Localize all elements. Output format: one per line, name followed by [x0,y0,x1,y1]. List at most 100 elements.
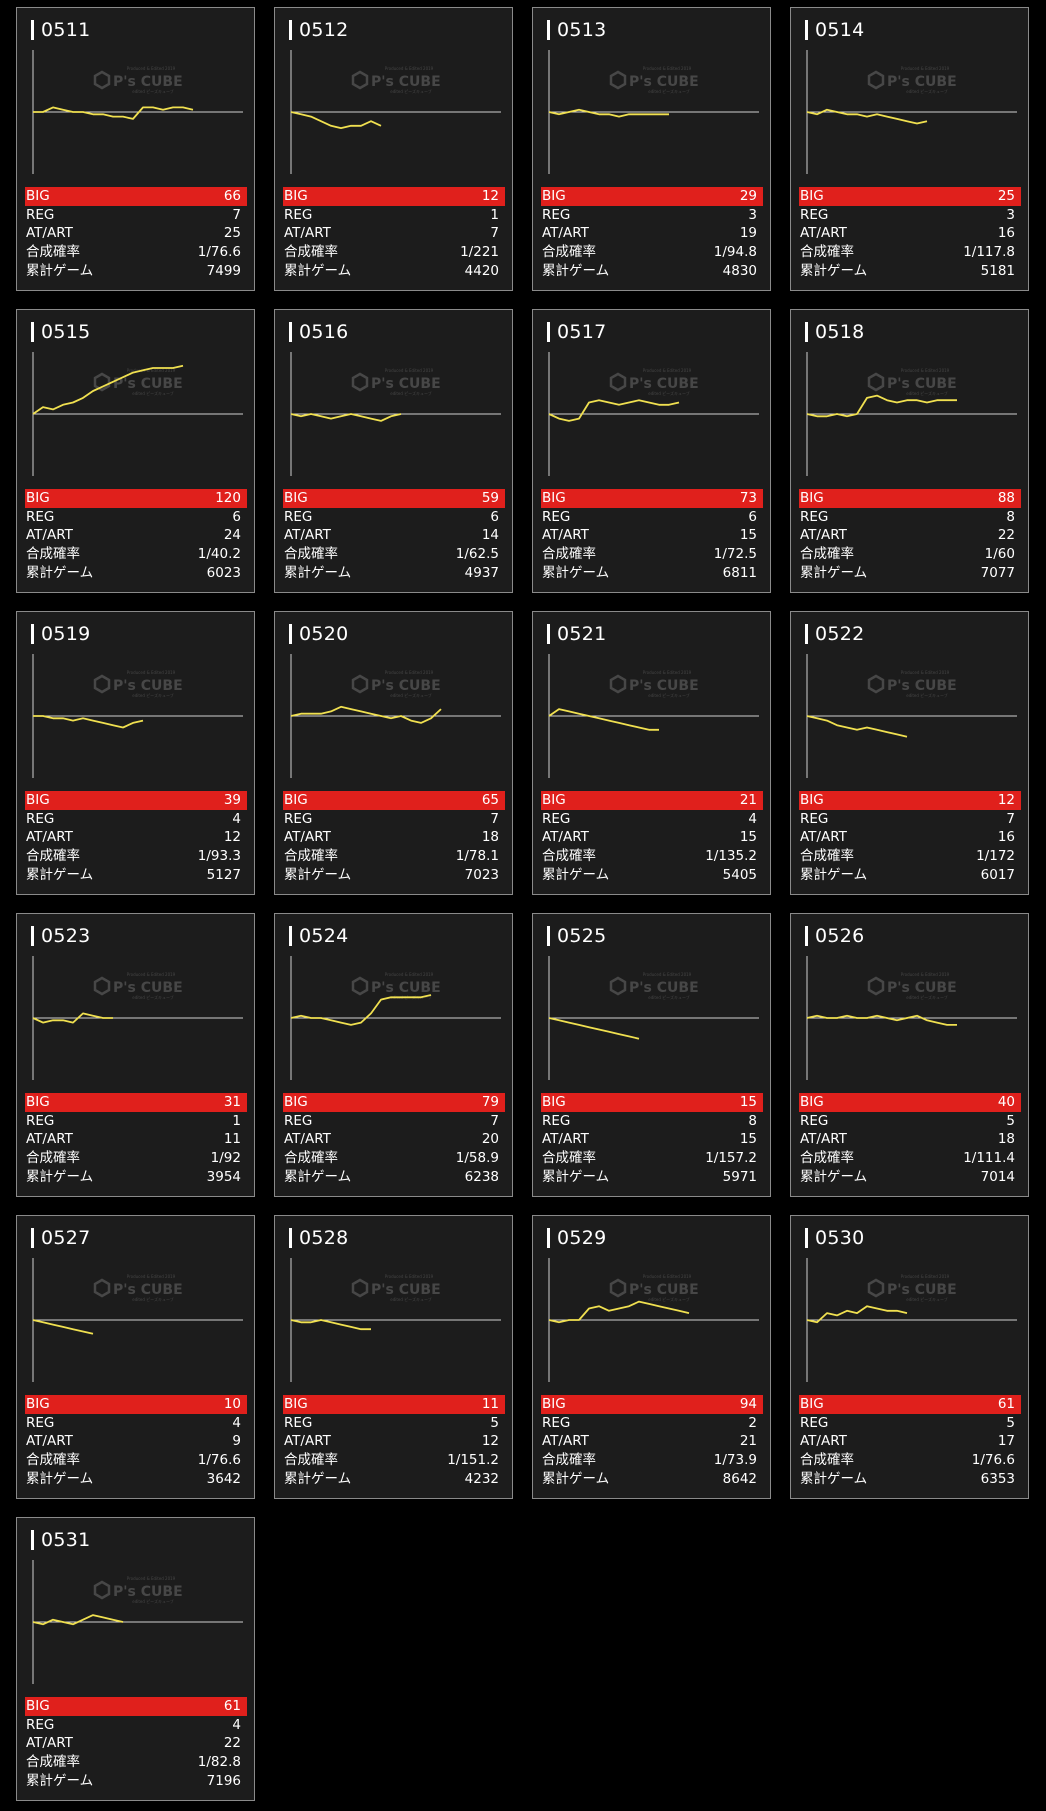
watermark-top-text: Produced & Edited 2019 [385,670,434,675]
watermark-logo: Produced & Edited 2019 P's CUBE edited ピ… [609,972,699,1000]
machine-card-0511[interactable]: 0511 Produced & Edited 2019 P's CUBE edi… [16,7,255,291]
reg-label: REG [26,206,55,223]
machine-card-0526[interactable]: 0526 Produced & Edited 2019 P's CUBE edi… [790,913,1029,1197]
games-value: 5181 [980,262,1015,279]
machine-card-0521[interactable]: 0521 Produced & Edited 2019 P's CUBE edi… [532,611,771,895]
at-value: 19 [739,225,757,242]
machine-number: 0519 [41,623,91,645]
machine-card-0514[interactable]: 0514 Produced & Edited 2019 P's CUBE edi… [790,7,1029,291]
rate-value: 1/93.3 [197,848,241,865]
rate-value: 1/58.9 [455,1150,499,1167]
at-value: 16 [997,225,1015,242]
slump-graph: Produced & Edited 2019 P's CUBE edited ピ… [32,956,243,1080]
card-header: 0512 [289,18,349,42]
machine-card-0529[interactable]: 0529 Produced & Edited 2019 P's CUBE edi… [532,1215,771,1499]
reg-value: 6 [748,508,757,525]
games-value: 7014 [980,1168,1015,1185]
rate-row: 合成確率 1/157.2 [541,1149,763,1168]
machine-number: 0526 [815,925,865,947]
machine-card-0513[interactable]: 0513 Produced & Edited 2019 P's CUBE edi… [532,7,771,291]
machine-card-0520[interactable]: 0520 Produced & Edited 2019 P's CUBE edi… [274,611,513,895]
card-header: 0527 [31,1226,91,1250]
slump-graph: Produced & Edited 2019 P's CUBE edited ピ… [32,50,243,174]
big-value: 25 [997,188,1015,205]
games-row: 累計ゲーム 5405 [541,865,763,884]
at-value: 20 [481,1131,499,1148]
watermark-logo: Produced & Edited 2019 P's CUBE edited ピ… [609,1274,699,1302]
machine-number: 0531 [41,1529,91,1551]
watermark-logo: Produced & Edited 2019 P's CUBE edited ピ… [93,1274,183,1302]
at-row: AT/ART 18 [799,1130,1021,1149]
reg-value: 8 [748,1112,757,1129]
watermark-main-text: P's CUBE [887,376,957,392]
watermark-logo: Produced & Edited 2019 P's CUBE edited ピ… [867,368,957,396]
reg-label: REG [26,1414,55,1431]
games-row: 累計ゲーム 7196 [25,1771,247,1790]
logo-hexagon-icon [351,674,369,694]
slump-line [548,108,669,118]
machine-card-0522[interactable]: 0522 Produced & Edited 2019 P's CUBE edi… [790,611,1029,895]
rate-value: 1/157.2 [705,1150,757,1167]
big-value: 61 [223,1698,241,1715]
watermark-bottom-text: edited ピーズキューブ [132,1598,174,1604]
games-value: 3642 [206,1470,241,1487]
games-label: 累計ゲーム [542,1470,610,1487]
games-value: 5405 [722,866,757,883]
machine-card-0517[interactable]: 0517 Produced & Edited 2019 P's CUBE edi… [532,309,771,593]
big-label: BIG [284,792,308,809]
machine-card-0512[interactable]: 0512 Produced & Edited 2019 P's CUBE edi… [274,7,513,291]
watermark-top-text: Produced & Edited 2019 [127,670,176,675]
watermark-logo: Produced & Edited 2019 P's CUBE edited ピ… [351,670,441,698]
logo-hexagon-icon [93,70,111,90]
watermark-main-text: P's CUBE [371,376,441,392]
machine-card-0525[interactable]: 0525 Produced & Edited 2019 P's CUBE edi… [532,913,771,1197]
machine-card-0515[interactable]: 0515 Produced & Edited 2019 P's CUBE edi… [16,309,255,593]
rate-row: 合成確率 1/111.4 [799,1149,1021,1168]
watermark-bottom-text: edited ピーズキューブ [390,390,432,396]
card-header: 0526 [805,924,865,948]
rate-row: 合成確率 1/76.6 [25,243,247,262]
slump-line [33,106,194,120]
slump-graph: Produced & Edited 2019 P's CUBE edited ピ… [32,654,243,778]
rate-label: 合成確率 [26,1150,80,1167]
games-label: 累計ゲーム [284,866,352,883]
watermark-logo: Produced & Edited 2019 P's CUBE edited ピ… [867,66,957,94]
rate-value: 1/78.1 [455,848,499,865]
big-value: 65 [481,792,499,809]
slump-line [548,1300,690,1324]
machine-card-0519[interactable]: 0519 Produced & Edited 2019 P's CUBE edi… [16,611,255,895]
watermark-main-text: P's CUBE [371,1282,441,1298]
big-row: BIG 65 [283,791,505,810]
machine-number: 0522 [815,623,865,645]
rate-value: 1/135.2 [705,848,757,865]
machine-card-0518[interactable]: 0518 Produced & Edited 2019 P's CUBE edi… [790,309,1029,593]
machine-card-0528[interactable]: 0528 Produced & Edited 2019 P's CUBE edi… [274,1215,513,1499]
rate-value: 1/60 [984,546,1015,563]
games-row: 累計ゲーム 6238 [283,1167,505,1186]
games-label: 累計ゲーム [800,1470,868,1487]
machine-card-0523[interactable]: 0523 Produced & Edited 2019 P's CUBE edi… [16,913,255,1197]
games-value: 6353 [980,1470,1015,1487]
at-row: AT/ART 16 [799,828,1021,847]
watermark-logo: Produced & Edited 2019 P's CUBE edited ピ… [609,670,699,698]
at-value: 11 [223,1131,241,1148]
machine-card-0524[interactable]: 0524 Produced & Edited 2019 P's CUBE edi… [274,913,513,1197]
watermark-logo: Produced & Edited 2019 P's CUBE edited ピ… [867,972,957,1000]
watermark-top-text: Produced & Edited 2019 [385,972,434,977]
slump-graph: Produced & Edited 2019 P's CUBE edited ピ… [806,654,1017,778]
stats-table: BIG 61 REG 4 AT/ART 22 合成確率 1/82.8 累計ゲーム… [25,1697,247,1790]
machine-card-0516[interactable]: 0516 Produced & Edited 2019 P's CUBE edi… [274,309,513,593]
at-label: AT/ART [26,527,73,544]
reg-row: REG 5 [799,1112,1021,1131]
machine-number: 0512 [299,19,349,41]
machine-card-0531[interactable]: 0531 Produced & Edited 2019 P's CUBE edi… [16,1517,255,1801]
machine-card-0530[interactable]: 0530 Produced & Edited 2019 P's CUBE edi… [790,1215,1029,1499]
slump-graph: Produced & Edited 2019 P's CUBE edited ピ… [548,352,759,476]
machine-number: 0520 [299,623,349,645]
logo-hexagon-icon [609,1278,627,1298]
reg-label: REG [284,1414,313,1431]
machine-card-0527[interactable]: 0527 Produced & Edited 2019 P's CUBE edi… [16,1215,255,1499]
watermark-main-text: P's CUBE [113,678,183,694]
watermark-logo: Produced & Edited 2019 P's CUBE edited ピ… [93,368,183,396]
games-value: 5971 [722,1168,757,1185]
